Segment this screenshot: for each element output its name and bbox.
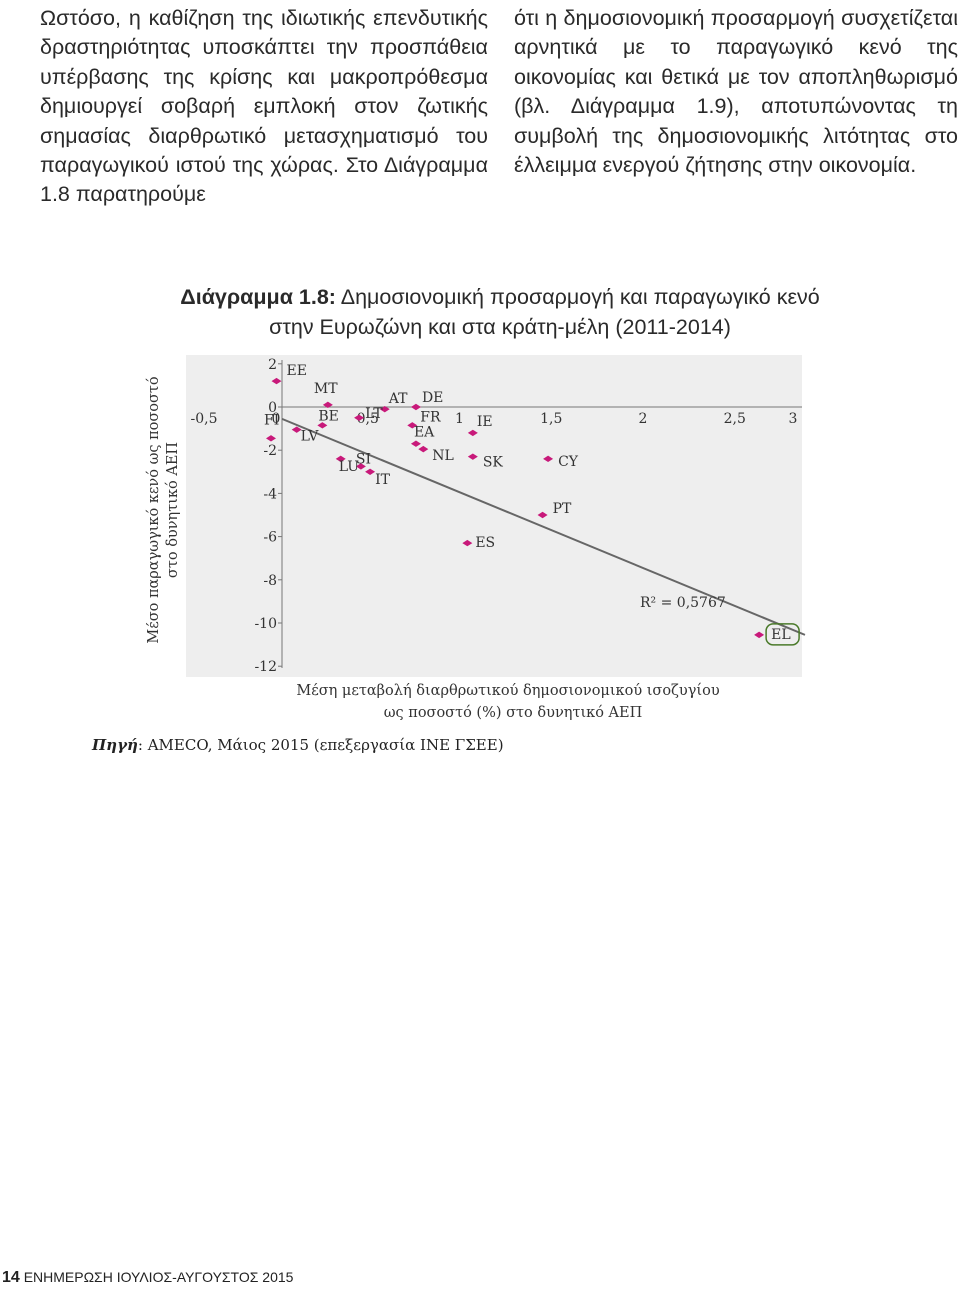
point-label: PT xyxy=(553,501,572,517)
y-axis-title-line2: στο δυνητικό ΑΕΠ xyxy=(165,442,181,578)
figure-title-line1: Δημοσιονομική προσαρμογή και παραγωγικό … xyxy=(335,285,820,309)
point-label: FR xyxy=(420,409,441,425)
point-label: EE xyxy=(286,363,306,379)
x-tick-label: 0 xyxy=(272,411,281,427)
data-point xyxy=(335,455,346,463)
x-tick-label: 2,5 xyxy=(724,411,746,427)
figure-title: Διάγραμμα 1.8: Δημοσιονομική προσαρμογή … xyxy=(0,283,960,312)
x-tick-label: 1 xyxy=(455,411,464,427)
x-tick-label: 0,5 xyxy=(357,411,379,427)
data-point xyxy=(355,463,366,470)
data-point xyxy=(543,455,554,463)
point-label: NL xyxy=(432,448,454,464)
trendline-group xyxy=(281,417,806,636)
point-label: EL xyxy=(771,627,791,643)
point-label: SK xyxy=(483,455,504,471)
point-label: LT xyxy=(365,406,383,422)
trendline xyxy=(281,417,806,636)
point-label: MT xyxy=(314,381,338,397)
source-note: Πηγή: AMECO, Μάιος 2015 (επεξεργασία ΙΝΕ… xyxy=(92,736,504,754)
highlight-box xyxy=(765,623,800,646)
data-point xyxy=(410,403,421,411)
x-tick-label: 1,5 xyxy=(540,411,562,427)
data-point xyxy=(322,401,333,409)
x-axis-title-line2: ως ποσοστό (%) στο δυνητικό ΑΕΠ xyxy=(384,705,643,721)
y-tick-label: -8 xyxy=(263,573,277,589)
x-tick-label: -0,5 xyxy=(191,411,218,427)
data-point xyxy=(354,414,365,421)
chart-axes: -0,5 0 0,5 1 1,5 2 2,5 3 2 0 -2 -4 -6 -8 -10 -12 xyxy=(191,357,802,675)
scatter-chart: -0,5 0 0,5 1 1,5 2 2,5 3 2 0 -2 -4 -6 -8 -10 -12 EE MT AT… xyxy=(145,355,806,721)
y-axis-title-line1: Μέσο παραγωγικό κενό ως ποσοστό xyxy=(145,376,162,643)
plot-area xyxy=(186,355,802,677)
data-point xyxy=(754,631,765,639)
data-point xyxy=(265,435,276,442)
point-label: FI xyxy=(264,412,279,428)
point-label: LV xyxy=(301,429,320,445)
point-label: LU xyxy=(339,459,360,475)
point-label: ES xyxy=(475,535,495,551)
data-point xyxy=(462,539,473,547)
source-text: : AMECO, Μάιος 2015 (επεξεργασία ΙΝΕ ΓΣΕ… xyxy=(137,736,504,754)
y-tick-label: -2 xyxy=(263,443,277,459)
data-point xyxy=(467,453,478,460)
r-squared-label: R² = 0,5767 xyxy=(640,595,726,611)
x-tick-label: 3 xyxy=(789,411,798,427)
point-label: IE xyxy=(477,414,493,430)
y-tick-label: 2 xyxy=(268,357,277,373)
y-tick-label: 0 xyxy=(268,400,277,416)
y-tick-label: -4 xyxy=(263,486,277,502)
x-axis-title-line1: Μέση μεταβολή διαρθρωτικού δημοσιονομικο… xyxy=(296,682,719,699)
data-point xyxy=(365,468,376,475)
data-point xyxy=(467,429,478,437)
figure-title-line2: στην Ευρωζώνη και στα κράτη-μέλη (2011-2… xyxy=(269,315,731,339)
point-label: BE xyxy=(318,408,339,424)
data-point xyxy=(407,422,418,429)
data-point xyxy=(271,377,282,385)
page-footer: 14 ΕΝΗΜΕΡΩΣΗ ΙΟΥΛΙΟΣ-ΑΥΓΟΥΣΤΟΣ 2015 xyxy=(2,1269,293,1287)
x-tick-label: 2 xyxy=(639,411,648,427)
left-column-text: Ωστόσο, η καθίζηση της ιδιωτικής επενδυτ… xyxy=(40,6,488,207)
figure-label: Διάγραμμα 1.8: xyxy=(180,285,336,309)
data-points xyxy=(265,377,765,639)
page-number: 14 xyxy=(2,1269,20,1286)
point-label: DE xyxy=(422,390,443,406)
point-label: IT xyxy=(375,472,391,488)
point-label: EA xyxy=(414,425,435,441)
source-label: Πηγή xyxy=(92,736,138,754)
publication-name: ΕΝΗΜΕΡΩΣΗ ΙΟΥΛΙΟΣ-ΑΥΓΟΥΣΤΟΣ 2015 xyxy=(23,1269,294,1285)
y-tick-label: -10 xyxy=(254,616,277,632)
data-point xyxy=(410,440,421,447)
point-label: CY xyxy=(558,454,579,470)
data-point xyxy=(418,445,429,453)
point-label: AT xyxy=(388,391,408,407)
data-point xyxy=(537,511,548,519)
data-point xyxy=(379,405,390,413)
right-column-text: ότι η δημοσιονομική προσαρμογή συσχετίζε… xyxy=(514,6,958,178)
y-tick-label: -12 xyxy=(254,659,277,675)
data-point xyxy=(291,426,302,433)
y-tick-label: -6 xyxy=(263,530,277,546)
data-point xyxy=(317,422,328,429)
point-label: SI xyxy=(356,451,371,467)
